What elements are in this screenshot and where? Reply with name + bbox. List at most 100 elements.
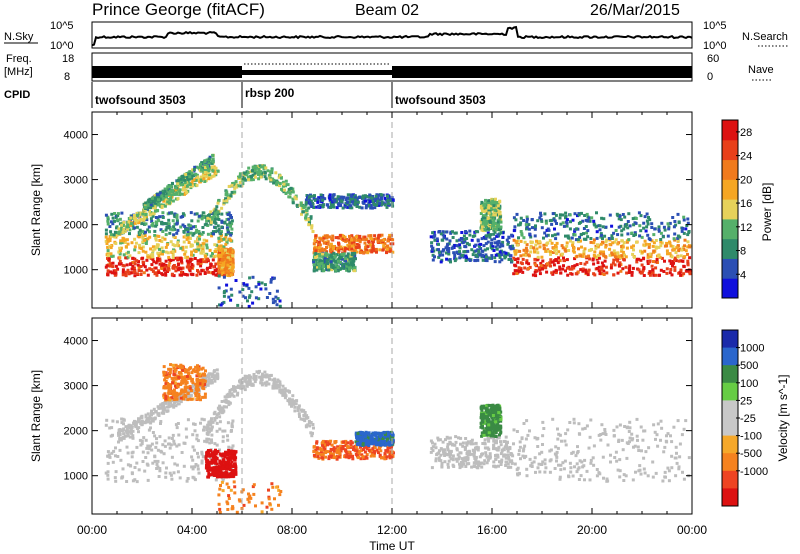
data-cell [310,205,314,208]
data-cell [169,401,173,405]
data-cell [388,198,392,201]
data-cell [157,414,161,417]
data-cell [380,193,384,197]
data-cell [613,263,617,267]
data-cell [498,245,502,249]
data-cell [160,263,164,267]
data-cell [241,294,245,298]
data-cell [121,270,125,274]
data-cell [676,236,680,240]
cpid-row: CPID twofsound 3503 rbsp 200 twofsound 3… [4,82,486,108]
data-cell [190,263,194,266]
data-cell [225,241,229,245]
data-cell [151,245,155,249]
data-cell [208,155,212,159]
data-cell [116,214,120,218]
data-cell [228,196,232,200]
data-cell [222,294,226,298]
data-cell [121,263,125,267]
data-cell [210,212,214,215]
data-cell [315,205,319,209]
data-cell [304,218,308,222]
data-cell [216,201,220,205]
data-cell [201,211,205,215]
data-cell [128,463,132,467]
data-cell [527,223,531,227]
data-cell [388,233,392,237]
data-cell [213,220,216,224]
data-cell [372,203,376,206]
data-cell [278,304,282,308]
data-cell [623,215,627,219]
data-cell [231,261,235,265]
data-cell [175,192,179,196]
data-cell [351,257,354,261]
data-cell [144,230,147,234]
data-cell [551,234,554,238]
data-cell [496,220,500,224]
data-cell [226,465,229,469]
data-cell [196,245,200,249]
data-cell [232,181,236,185]
data-cell [172,366,176,370]
data-cell [205,437,209,441]
data-cell [322,269,326,273]
data-cell [229,269,233,273]
data-cell [125,238,129,242]
data-cell [335,197,339,201]
data-cell [332,251,336,255]
data-cell [174,197,178,201]
data-cell [148,230,151,234]
data-cell [348,258,352,261]
data-cell [339,237,343,240]
data-cell [129,427,133,431]
data-cell [233,470,236,474]
power-x-ticks [91,112,693,308]
data-cell [195,165,198,169]
data-cell [316,254,320,258]
data-cell [151,249,155,253]
data-cell [312,242,316,246]
data-cell [136,420,140,423]
data-cell [130,241,134,245]
data-cell [155,437,158,441]
data-cell [118,259,122,263]
data-cell [602,273,606,276]
data-cell [211,460,215,464]
data-cell [666,222,670,226]
data-cell [213,209,217,213]
data-cell [345,264,349,268]
data-cell [214,459,218,463]
data-cell [567,236,571,240]
data-cell [157,198,161,202]
data-cell [522,253,526,257]
data-cell [147,206,151,210]
data-cell [675,246,679,250]
data-cell [635,240,638,244]
data-cell [147,198,151,202]
data-cell [337,250,341,254]
data-cell [175,426,179,430]
data-cell [128,232,131,236]
data-cell [251,166,255,170]
data-cell [437,248,440,252]
data-cell [227,185,231,188]
data-cell [121,273,125,277]
data-cell [345,200,349,204]
data-cell [124,274,128,278]
data-cell [462,237,466,241]
data-cell [674,256,677,260]
data-cell [654,239,658,242]
data-cell [120,241,124,245]
data-cell [646,262,650,265]
data-cell [309,199,313,203]
data-cell [514,264,518,268]
data-cell [599,250,603,254]
data-cell [270,168,274,172]
data-cell [671,245,675,248]
data-cell [310,226,314,230]
data-cell [127,430,131,434]
data-cell [497,228,501,231]
data-cell [280,187,283,191]
data-cell [232,449,236,453]
